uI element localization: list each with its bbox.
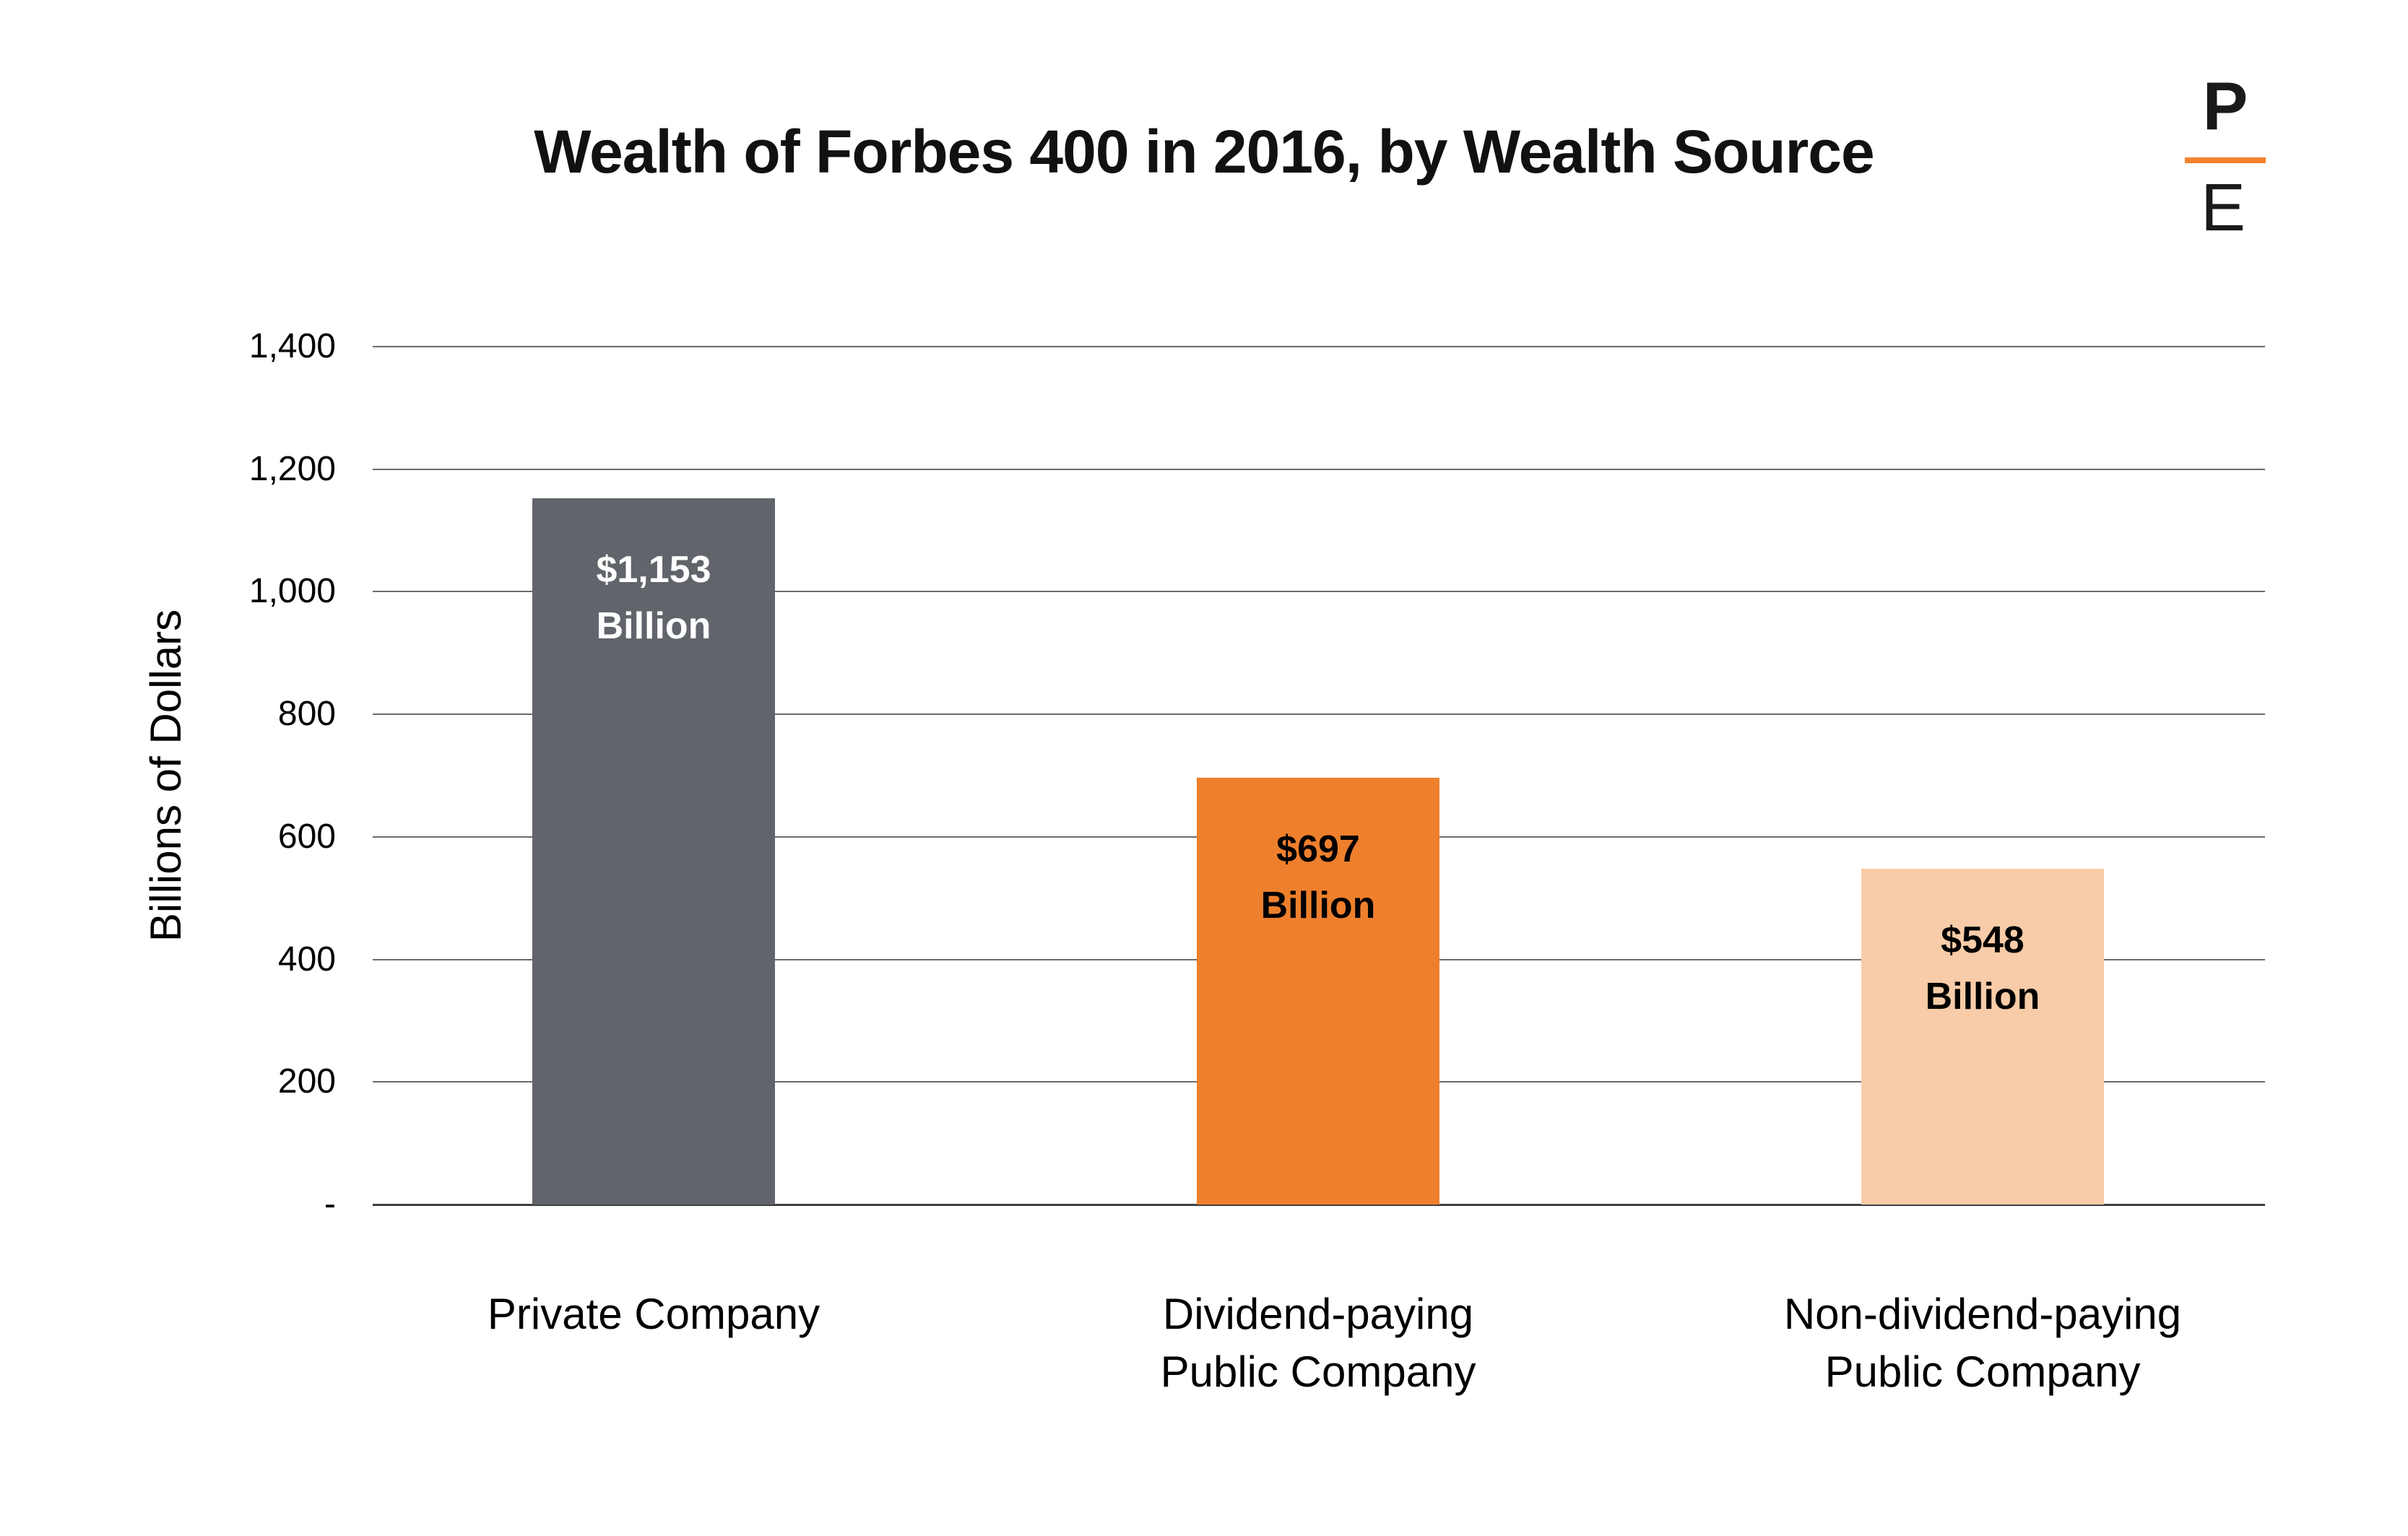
y-tick-label-600: 600: [277, 817, 336, 856]
logo-letter-e: E: [2200, 170, 2246, 245]
gridline-1400: [373, 346, 2265, 347]
bar-value-label-line: Billion: [1925, 975, 2040, 1018]
bar-2: $697 Billion: [1197, 777, 1439, 1205]
category-label-line: Public Company: [1824, 1348, 2141, 1396]
y-tick-label-400: 400: [277, 940, 336, 979]
gridline-800: [373, 713, 2265, 716]
y-tick-label-200: 200: [277, 1062, 336, 1101]
logo-letter-p: P: [2202, 68, 2248, 144]
x-axis-line: [373, 1204, 2265, 1206]
bar-value-label-line: $1,153: [596, 548, 711, 591]
y-tick-label-1200: 1,200: [248, 449, 336, 488]
bar-value-label-2: $697 Billion: [1197, 821, 1439, 934]
category-label-line: Private Company: [487, 1290, 820, 1338]
gridline-1000: [373, 591, 2265, 593]
bar-value-label-line: Billion: [596, 604, 711, 647]
bar-value-label-line: $697: [1276, 828, 1360, 870]
y-tick-label-0: -: [324, 1185, 336, 1223]
category-label-1: Private Company: [329, 1285, 979, 1343]
category-label-line: Non-dividend-paying: [1783, 1290, 2182, 1338]
chart-title: Wealth of Forbes 400 in 2016, by Wealth …: [534, 118, 1874, 186]
y-tick-label-1000: 1,000: [248, 572, 336, 611]
bar-value-label-3: $548 Billion: [1861, 912, 2104, 1025]
category-label-line: Dividend-paying: [1162, 1290, 1474, 1338]
bar-3: $548 Billion: [1861, 868, 2104, 1205]
y-tick-label-1400: 1,400: [248, 327, 336, 365]
bar-1: $1,153 Billion: [532, 498, 775, 1205]
y-tick-label-800: 800: [277, 695, 336, 734]
logo-orange-rule: [2185, 157, 2266, 163]
bar-value-label-line: $548: [1941, 919, 2024, 961]
category-label-2: Dividend-paying Public Company: [993, 1285, 1643, 1401]
category-label-3: Non-dividend-paying Public Company: [1658, 1285, 2308, 1401]
category-label-line: Public Company: [1160, 1348, 1476, 1396]
bar-value-label-line: Billion: [1260, 884, 1376, 927]
gridline-1200: [373, 468, 2265, 470]
bar-value-label-1: $1,153 Billion: [532, 542, 775, 654]
